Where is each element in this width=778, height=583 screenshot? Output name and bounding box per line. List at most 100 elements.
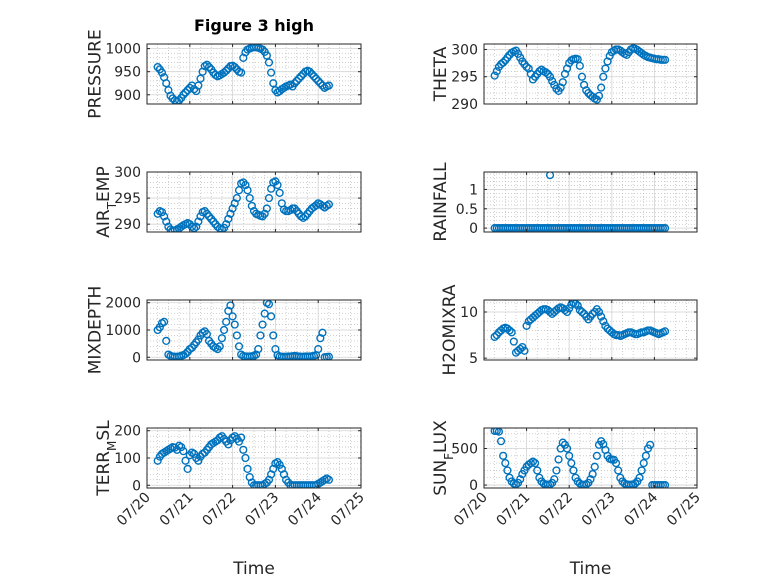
x-tick-label: 07/21	[157, 490, 197, 530]
data-point	[599, 72, 608, 81]
x-tick-label: 07/22	[536, 490, 576, 530]
y-tick-label: 295	[114, 191, 141, 207]
data-point	[586, 475, 595, 484]
data-point	[260, 209, 269, 218]
data-point	[565, 451, 574, 460]
axes-box	[483, 171, 698, 233]
data-point	[162, 217, 171, 226]
data-point	[558, 78, 567, 87]
data-point	[322, 201, 331, 211]
data-point	[160, 317, 169, 326]
data-point	[305, 67, 314, 76]
axes-box	[146, 43, 362, 105]
axes-box	[483, 427, 698, 489]
data-point	[228, 204, 237, 213]
y-tick-label: 0.5	[456, 202, 478, 218]
data-point	[222, 66, 231, 75]
data-point	[187, 222, 197, 231]
data-point	[219, 325, 229, 335]
data-point	[155, 323, 164, 332]
data-point	[294, 74, 304, 83]
data-point	[496, 437, 506, 446]
data-point	[196, 74, 205, 83]
data-point	[194, 81, 203, 90]
data-point	[177, 442, 186, 452]
y-tick-label: 1000	[105, 42, 141, 58]
data-point	[490, 332, 499, 342]
series	[153, 300, 333, 360]
series	[490, 428, 670, 488]
data-point	[264, 193, 274, 203]
data-point	[239, 445, 248, 454]
data-point	[215, 342, 224, 351]
y-tick-label: 295	[451, 70, 478, 86]
y-tick-label: 950	[114, 65, 141, 81]
data-point	[552, 84, 561, 93]
x-tick-label: 07/20	[451, 490, 491, 530]
data-point	[597, 312, 606, 321]
data-point	[299, 213, 308, 223]
data-point	[237, 433, 246, 442]
data-point	[185, 83, 194, 92]
y-tick-label: 290	[114, 217, 141, 233]
data-point	[226, 301, 235, 310]
x-axis-label: Time	[569, 559, 612, 579]
data-point	[267, 68, 276, 77]
data-point	[254, 344, 263, 354]
data-point	[232, 193, 241, 203]
data-point	[509, 337, 518, 346]
y-tick-label: 0	[469, 221, 478, 237]
data-point	[562, 444, 572, 453]
data-point	[324, 81, 334, 90]
axes-box	[146, 171, 362, 233]
data-point	[228, 312, 237, 321]
x-tick-label: 07/22	[200, 490, 240, 530]
series	[153, 177, 334, 232]
data-point	[646, 440, 655, 449]
data-point	[177, 222, 186, 231]
data-point	[181, 456, 190, 465]
data-point	[541, 68, 550, 77]
data-point	[516, 475, 525, 484]
data-point	[503, 466, 512, 475]
x-tick-label: 07/24	[621, 489, 661, 529]
data-point	[230, 320, 239, 329]
data-point	[275, 188, 284, 197]
data-point	[217, 334, 227, 343]
data-point	[222, 220, 231, 229]
y-tick-label: 10	[460, 305, 478, 321]
data-point	[247, 201, 256, 211]
data-point	[194, 456, 203, 465]
data-point	[531, 459, 540, 468]
data-point	[490, 71, 499, 80]
data-point	[577, 72, 587, 81]
data-point	[567, 459, 576, 468]
data-point	[157, 208, 167, 217]
data-point	[550, 475, 559, 484]
data-point	[264, 300, 274, 309]
data-point	[314, 344, 323, 354]
x-tick-label: 07/24	[285, 489, 325, 529]
data-point	[296, 72, 306, 81]
data-point	[202, 60, 212, 69]
data-point	[499, 58, 508, 67]
data-point	[232, 331, 241, 340]
data-point	[324, 200, 334, 209]
data-point	[516, 344, 525, 354]
figure-title: Figure 3 high	[194, 16, 314, 35]
data-point	[660, 480, 670, 488]
data-point	[179, 90, 188, 99]
axes-box	[483, 299, 698, 361]
y-axis-label: H2OMIXRA	[440, 284, 460, 375]
data-point	[324, 352, 333, 360]
y-tick-label: 900	[114, 88, 141, 104]
data-point	[594, 307, 604, 317]
data-point	[181, 349, 190, 359]
data-point	[660, 55, 670, 64]
data-point	[234, 342, 244, 351]
